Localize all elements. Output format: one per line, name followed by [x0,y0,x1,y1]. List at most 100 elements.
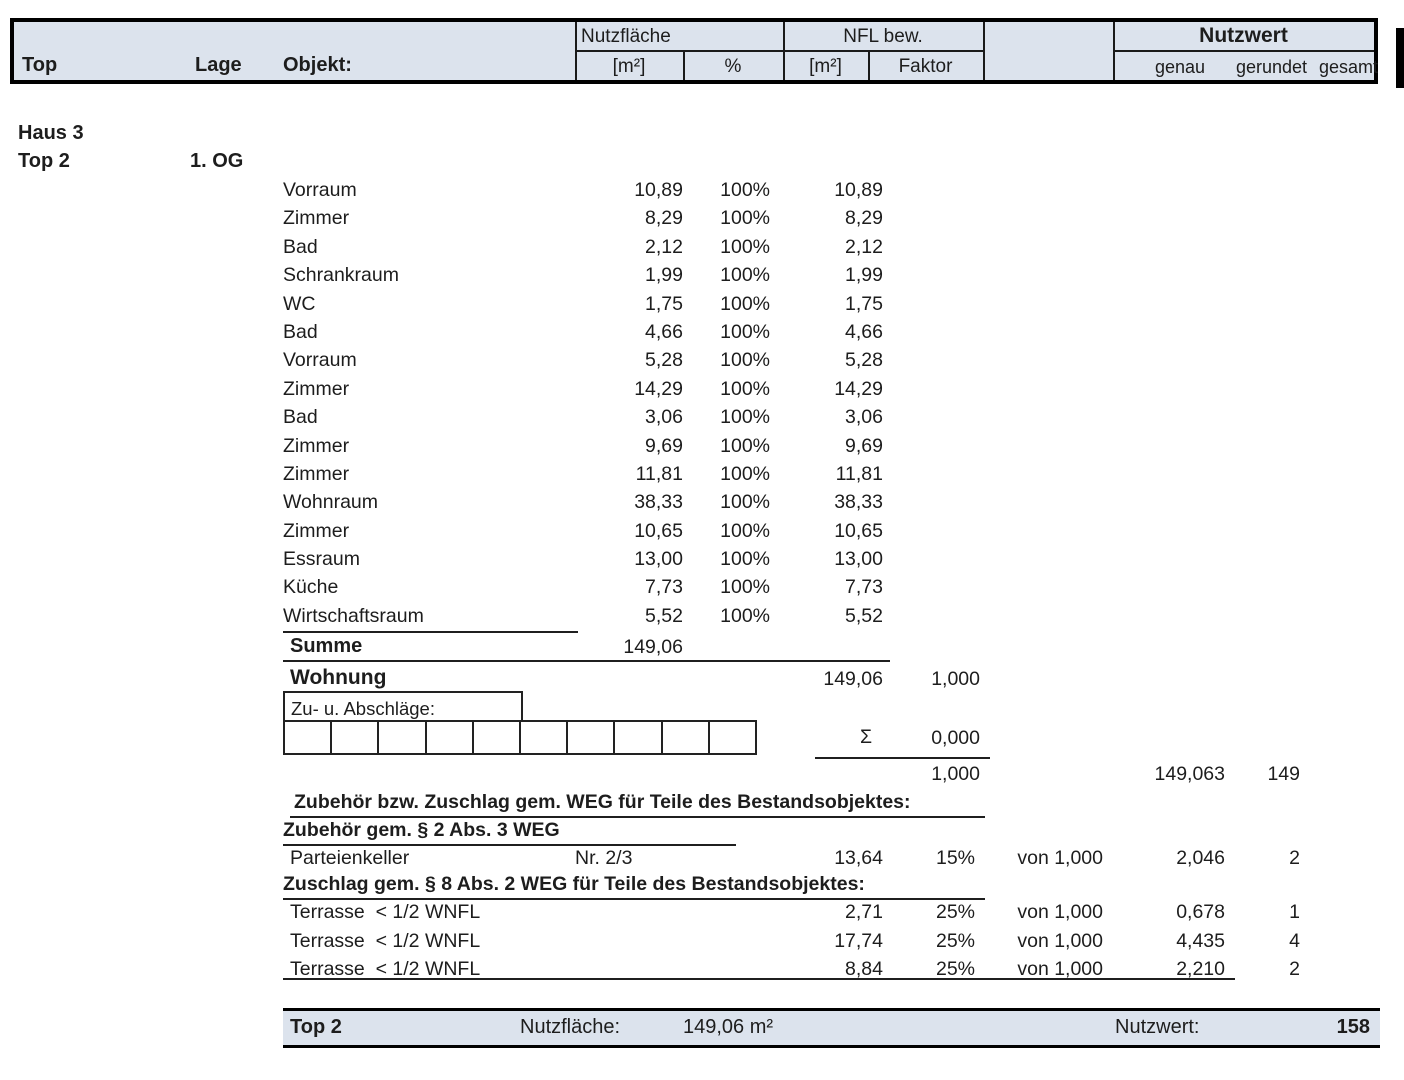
room-name: Zimmer [283,434,350,457]
rule-heading2 [283,844,736,846]
col-header-gerundet: gerundet [1236,57,1308,77]
abschlaege-label: Zu- u. Abschläge: [291,698,435,719]
room-area-m2: 10,89 [634,179,683,201]
keller-area-m2: 13,64 [834,847,883,869]
keller-von-faktor: von 1,000 [1017,847,1103,869]
room-name: Bad [283,235,318,258]
abschlaege-cells [283,720,757,755]
table-row: Schrankraum 1,99 100% 1,99 [0,264,1404,292]
room-name: Wirtschaftsraum [283,604,424,627]
table-row: Bad 4,66 100% 4,66 [0,321,1404,349]
room-area-m2: 5,52 [645,604,683,627]
col-header-m2-nfl-bew: [m²] [809,56,842,77]
room-percent: 100% [720,207,770,230]
keller-label: Parteienkeller [290,847,410,869]
col-group-nutzwert: Nutzwert [1199,24,1288,47]
terrasse-nutzwert-gerundet: 2 [1289,958,1300,981]
abschlaege-box: Zu- u. Abschläge: [283,691,523,722]
summary-bar: Top 2 Nutzfläche: 149,06 m² Nutzwert: 15… [283,1008,1380,1048]
room-name: Schrankraum [283,264,399,287]
abschlag-cell [330,720,380,755]
room-percent: 100% [720,548,770,571]
wohnung-faktor: 1,000 [931,668,980,690]
room-percent: 100% [720,576,770,599]
zwischensumme-gerundet: 149 [1267,763,1300,785]
room-name: Vorraum [283,179,357,201]
room-area-m2: 10,65 [634,519,683,542]
col-header-faktor: Faktor [898,56,953,77]
terrasse-area-m2: 17,74 [834,929,883,952]
table-row: Vorraum 10,89 100% 10,89 [0,179,1404,207]
room-name: Zimmer [283,519,350,542]
terrasse-nutzwert-gerundet: 4 [1289,929,1300,952]
room-nfl-bew: 1,99 [845,264,883,287]
rule-section-end [283,978,1235,980]
table-row: Zimmer 10,65 100% 10,65 [0,520,1404,548]
header-table: Nutzfläche NFL bew. Nutzwert Top Lage Ob… [10,18,1378,84]
room-percent: 100% [720,462,770,485]
rule-heading1 [290,816,985,818]
col-group-nutzflaeche: Nutzfläche [581,26,671,47]
abschlag-cell [424,720,474,755]
room-nfl-bew: 8,29 [845,207,883,230]
table-row-terrasse: Terrasse < 1/2 WNFL 2,71 25% von 1,000 0… [0,901,1404,930]
keller-ref: Nr. 2/3 [575,847,633,869]
room-percent: 100% [720,235,770,258]
table-row: Bad 3,06 100% 3,06 [0,406,1404,434]
room-name: Bad [283,406,318,429]
sigma-symbol: Σ [860,726,873,748]
col-header-lage: Lage [195,54,242,76]
col-header-m2-nutzflaeche: [m²] [612,56,646,77]
zwischensumme-genau: 149,063 [1154,763,1226,785]
summary-top-label: Top 2 [290,1016,342,1038]
lage-label: 1. OG [190,150,244,172]
abschlag-cell [566,720,616,755]
room-percent: 100% [720,179,770,201]
abschlag-cell [471,720,521,755]
divider [575,50,985,52]
terrasse-von-faktor: von 1,000 [1017,958,1103,981]
divider [683,51,685,80]
room-nfl-bew: 4,66 [845,320,883,343]
col-header-percent: % [724,56,742,77]
room-area-m2: 1,99 [645,264,683,287]
room-nfl-bew: 2,12 [845,235,883,258]
room-percent: 100% [720,320,770,343]
room-area-m2: 14,29 [634,377,683,400]
abschlag-cell [613,720,663,755]
terrasse-von-faktor: von 1,000 [1017,901,1103,923]
room-table: Vorraum 10,89 100% 10,89 Zimmer 8,29 100… [0,179,1404,633]
wohnung-label: Wohnung [290,666,387,689]
divider [868,51,870,80]
terrasse-nutzwert-genau: 2,210 [1176,958,1225,981]
room-name: Essraum [283,548,360,571]
summary-nutzflaeche-label: Nutzfläche: [520,1016,621,1038]
room-nfl-bew: 10,89 [834,179,883,201]
terrasse-nutzwert-genau: 0,678 [1176,901,1225,923]
terrasse-area-m2: 2,71 [845,901,883,923]
room-area-m2: 13,00 [634,548,683,571]
col-group-nfl-bew: NFL bew. [843,26,923,47]
abschlag-cell [518,720,569,755]
room-area-m2: 2,12 [645,235,683,258]
rule-below-summe [283,660,890,662]
room-nfl-bew: 5,28 [845,349,883,372]
terrasse-label: Terrasse < 1/2 WNFL [290,901,481,923]
room-name: Bad [283,320,318,343]
room-area-m2: 8,29 [645,207,683,230]
terrasse-percent: 25% [935,901,975,923]
table-row: Wohnraum 38,33 100% 38,33 [0,491,1404,519]
abschlag-cell [707,720,757,755]
terrasse-percent: 25% [935,958,975,981]
abschlag-cell [377,720,427,755]
keller-nutzwert-gerundet: 2 [1289,847,1300,869]
room-percent: 100% [720,377,770,400]
table-row: Vorraum 5,28 100% 5,28 [0,349,1404,377]
room-area-m2: 3,06 [645,406,683,429]
room-name: Vorraum [283,349,357,372]
table-row-terrasse: Terrasse < 1/2 WNFL 8,84 25% von 1,000 2… [0,958,1404,987]
wohnung-nfl: 149,06 [823,668,883,690]
terrasse-area-m2: 8,84 [845,958,883,981]
abschlag-cell [660,720,710,755]
room-area-m2: 4,66 [645,320,683,343]
